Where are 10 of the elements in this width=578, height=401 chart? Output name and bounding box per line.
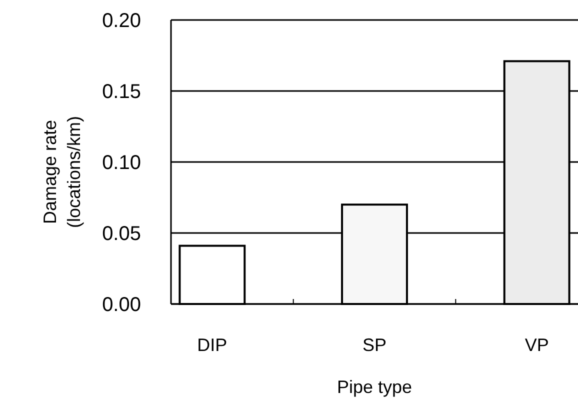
x-tick-label: VP: [524, 335, 549, 355]
x-axis-title: Pipe type: [336, 377, 412, 397]
y-tick-label: 0.10: [102, 152, 141, 174]
y-tick-label: 0.05: [102, 223, 141, 245]
x-tick-label: SP: [362, 335, 387, 355]
y-tick-label: 0.15: [102, 81, 141, 103]
y-axis-title: Damage rate (locations/km): [40, 116, 84, 228]
x-tick-label: DIP: [197, 335, 228, 355]
y-tick-label: 0.00: [102, 294, 141, 316]
y-tick-label: 0.20: [102, 10, 141, 32]
